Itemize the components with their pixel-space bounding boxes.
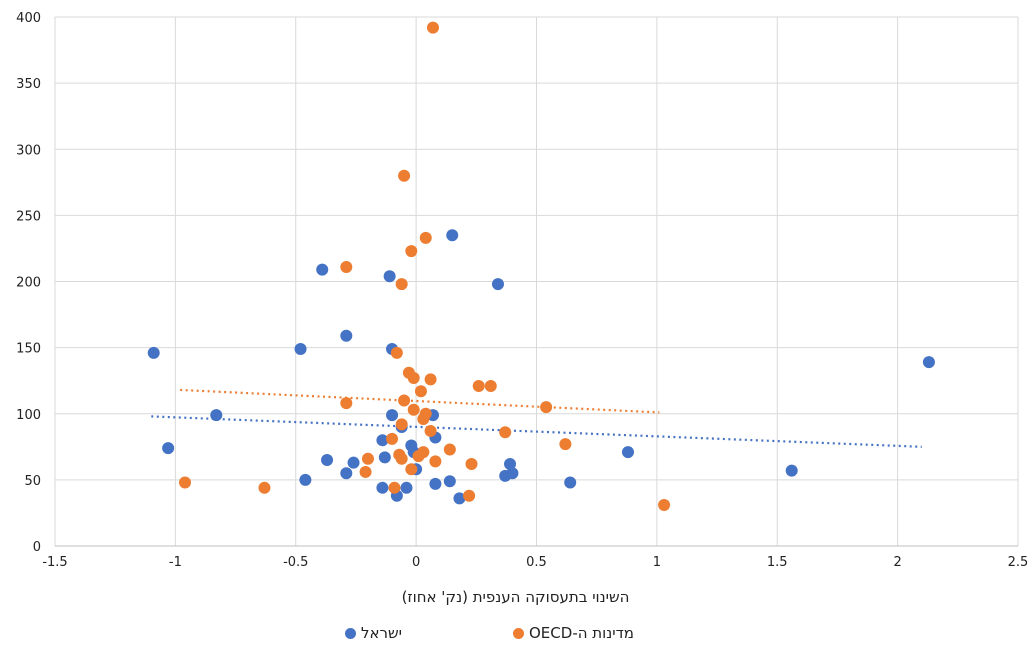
y-tick-label: 250 (16, 209, 41, 224)
y-tick-label: 300 (16, 143, 41, 158)
data-point-oecd (361, 452, 374, 465)
data-point-israel (443, 475, 456, 488)
legend-marker-israel (345, 627, 356, 639)
data-point-oecd (424, 373, 437, 386)
data-point-israel (147, 346, 160, 359)
legend-marker-oecd (513, 627, 524, 639)
data-point-oecd (540, 401, 553, 414)
y-tick-label: 400 (16, 11, 41, 26)
x-axis-title: השינוי בתעסוקה הענפית (נק' אחוז) (401, 588, 630, 606)
data-point-oecd (340, 397, 353, 410)
data-point-israel (162, 442, 175, 455)
data-point-oecd (398, 394, 411, 407)
data-point-oecd (390, 346, 403, 359)
data-point-oecd (179, 476, 192, 489)
data-point-oecd (463, 489, 476, 502)
data-point-oecd (395, 278, 408, 291)
data-point-oecd (424, 424, 437, 437)
y-tick-label: 350 (16, 77, 41, 92)
y-tick-label: 0 (33, 540, 41, 555)
data-point-oecd (499, 426, 512, 439)
data-point-oecd (465, 458, 478, 471)
data-point-israel (210, 409, 223, 422)
data-point-oecd (407, 372, 420, 385)
data-point-oecd (398, 169, 411, 182)
data-point-oecd (405, 245, 418, 258)
data-point-israel (429, 477, 442, 490)
data-point-israel (383, 270, 396, 283)
data-point-oecd (388, 481, 401, 494)
y-tick-label: 50 (24, 474, 41, 489)
grid-lines (54, 16, 1019, 546)
data-point-oecd (386, 432, 399, 445)
data-point-oecd (484, 379, 497, 392)
trendline-israel (151, 415, 922, 448)
x-tick-label: -0.5 (283, 555, 308, 570)
data-point-israel (453, 492, 466, 505)
data-point-israel (564, 476, 577, 489)
data-point-oecd (429, 455, 442, 468)
data-point-israel (340, 329, 353, 342)
x-tick-label: 2.5 (1008, 555, 1029, 570)
data-point-oecd (340, 260, 353, 273)
data-point-israel (294, 342, 307, 355)
tick-labels: -1.5 -1 -0.5 0 0.5 1 1.5 2 2.5 0 50 100 150 200 250 300… (16, 11, 1028, 570)
x-tick-label: -1 (169, 555, 182, 570)
x-tick-label: 0.5 (526, 555, 547, 570)
data-point-oecd (395, 452, 408, 465)
data-point-israel (340, 467, 353, 480)
data-point-oecd (359, 465, 372, 478)
data-point-israel (299, 473, 312, 486)
data-point-israel (506, 467, 519, 480)
data-point-oecd (426, 21, 439, 34)
data-points (147, 21, 935, 512)
data-point-israel (504, 458, 517, 471)
data-point-oecd (472, 379, 485, 392)
y-tick-label: 100 (16, 408, 41, 423)
data-point-israel (491, 278, 504, 291)
data-point-israel (446, 229, 459, 242)
data-point-israel (347, 456, 360, 469)
x-tick-label: 0 (412, 555, 420, 570)
data-point-israel (785, 464, 798, 477)
legend-item-oecd: מדינות ה-OECD (513, 624, 634, 642)
x-tick-label: 2 (893, 555, 901, 570)
data-point-oecd (559, 438, 572, 451)
data-point-israel (400, 481, 413, 494)
data-point-israel (621, 446, 634, 459)
data-point-israel (378, 451, 391, 464)
data-point-oecd (419, 407, 432, 420)
data-point-oecd (405, 463, 418, 476)
data-point-israel (321, 454, 334, 467)
data-point-oecd (258, 481, 271, 494)
data-point-oecd (658, 499, 671, 512)
data-point-israel (386, 409, 399, 422)
data-point-oecd (417, 446, 430, 459)
data-point-israel (376, 434, 389, 447)
data-point-oecd (395, 418, 408, 431)
x-tick-label: -1.5 (42, 555, 67, 570)
data-point-israel (376, 481, 389, 494)
legend-label-oecd: מדינות ה-OECD (529, 624, 634, 642)
x-tick-label: 1.5 (767, 555, 788, 570)
legend-label-israel: ישראל (361, 624, 403, 642)
data-point-israel (316, 263, 329, 276)
data-point-oecd (443, 443, 456, 456)
data-point-israel (922, 356, 935, 369)
trendlines (151, 388, 922, 448)
y-tick-label: 150 (16, 342, 41, 357)
data-point-oecd (414, 385, 427, 398)
data-point-oecd (407, 403, 420, 416)
legend-item-israel: ישראל (345, 624, 402, 642)
y-tick-label: 200 (16, 276, 41, 291)
x-tick-label: 1 (653, 555, 661, 570)
data-point-oecd (419, 231, 432, 244)
